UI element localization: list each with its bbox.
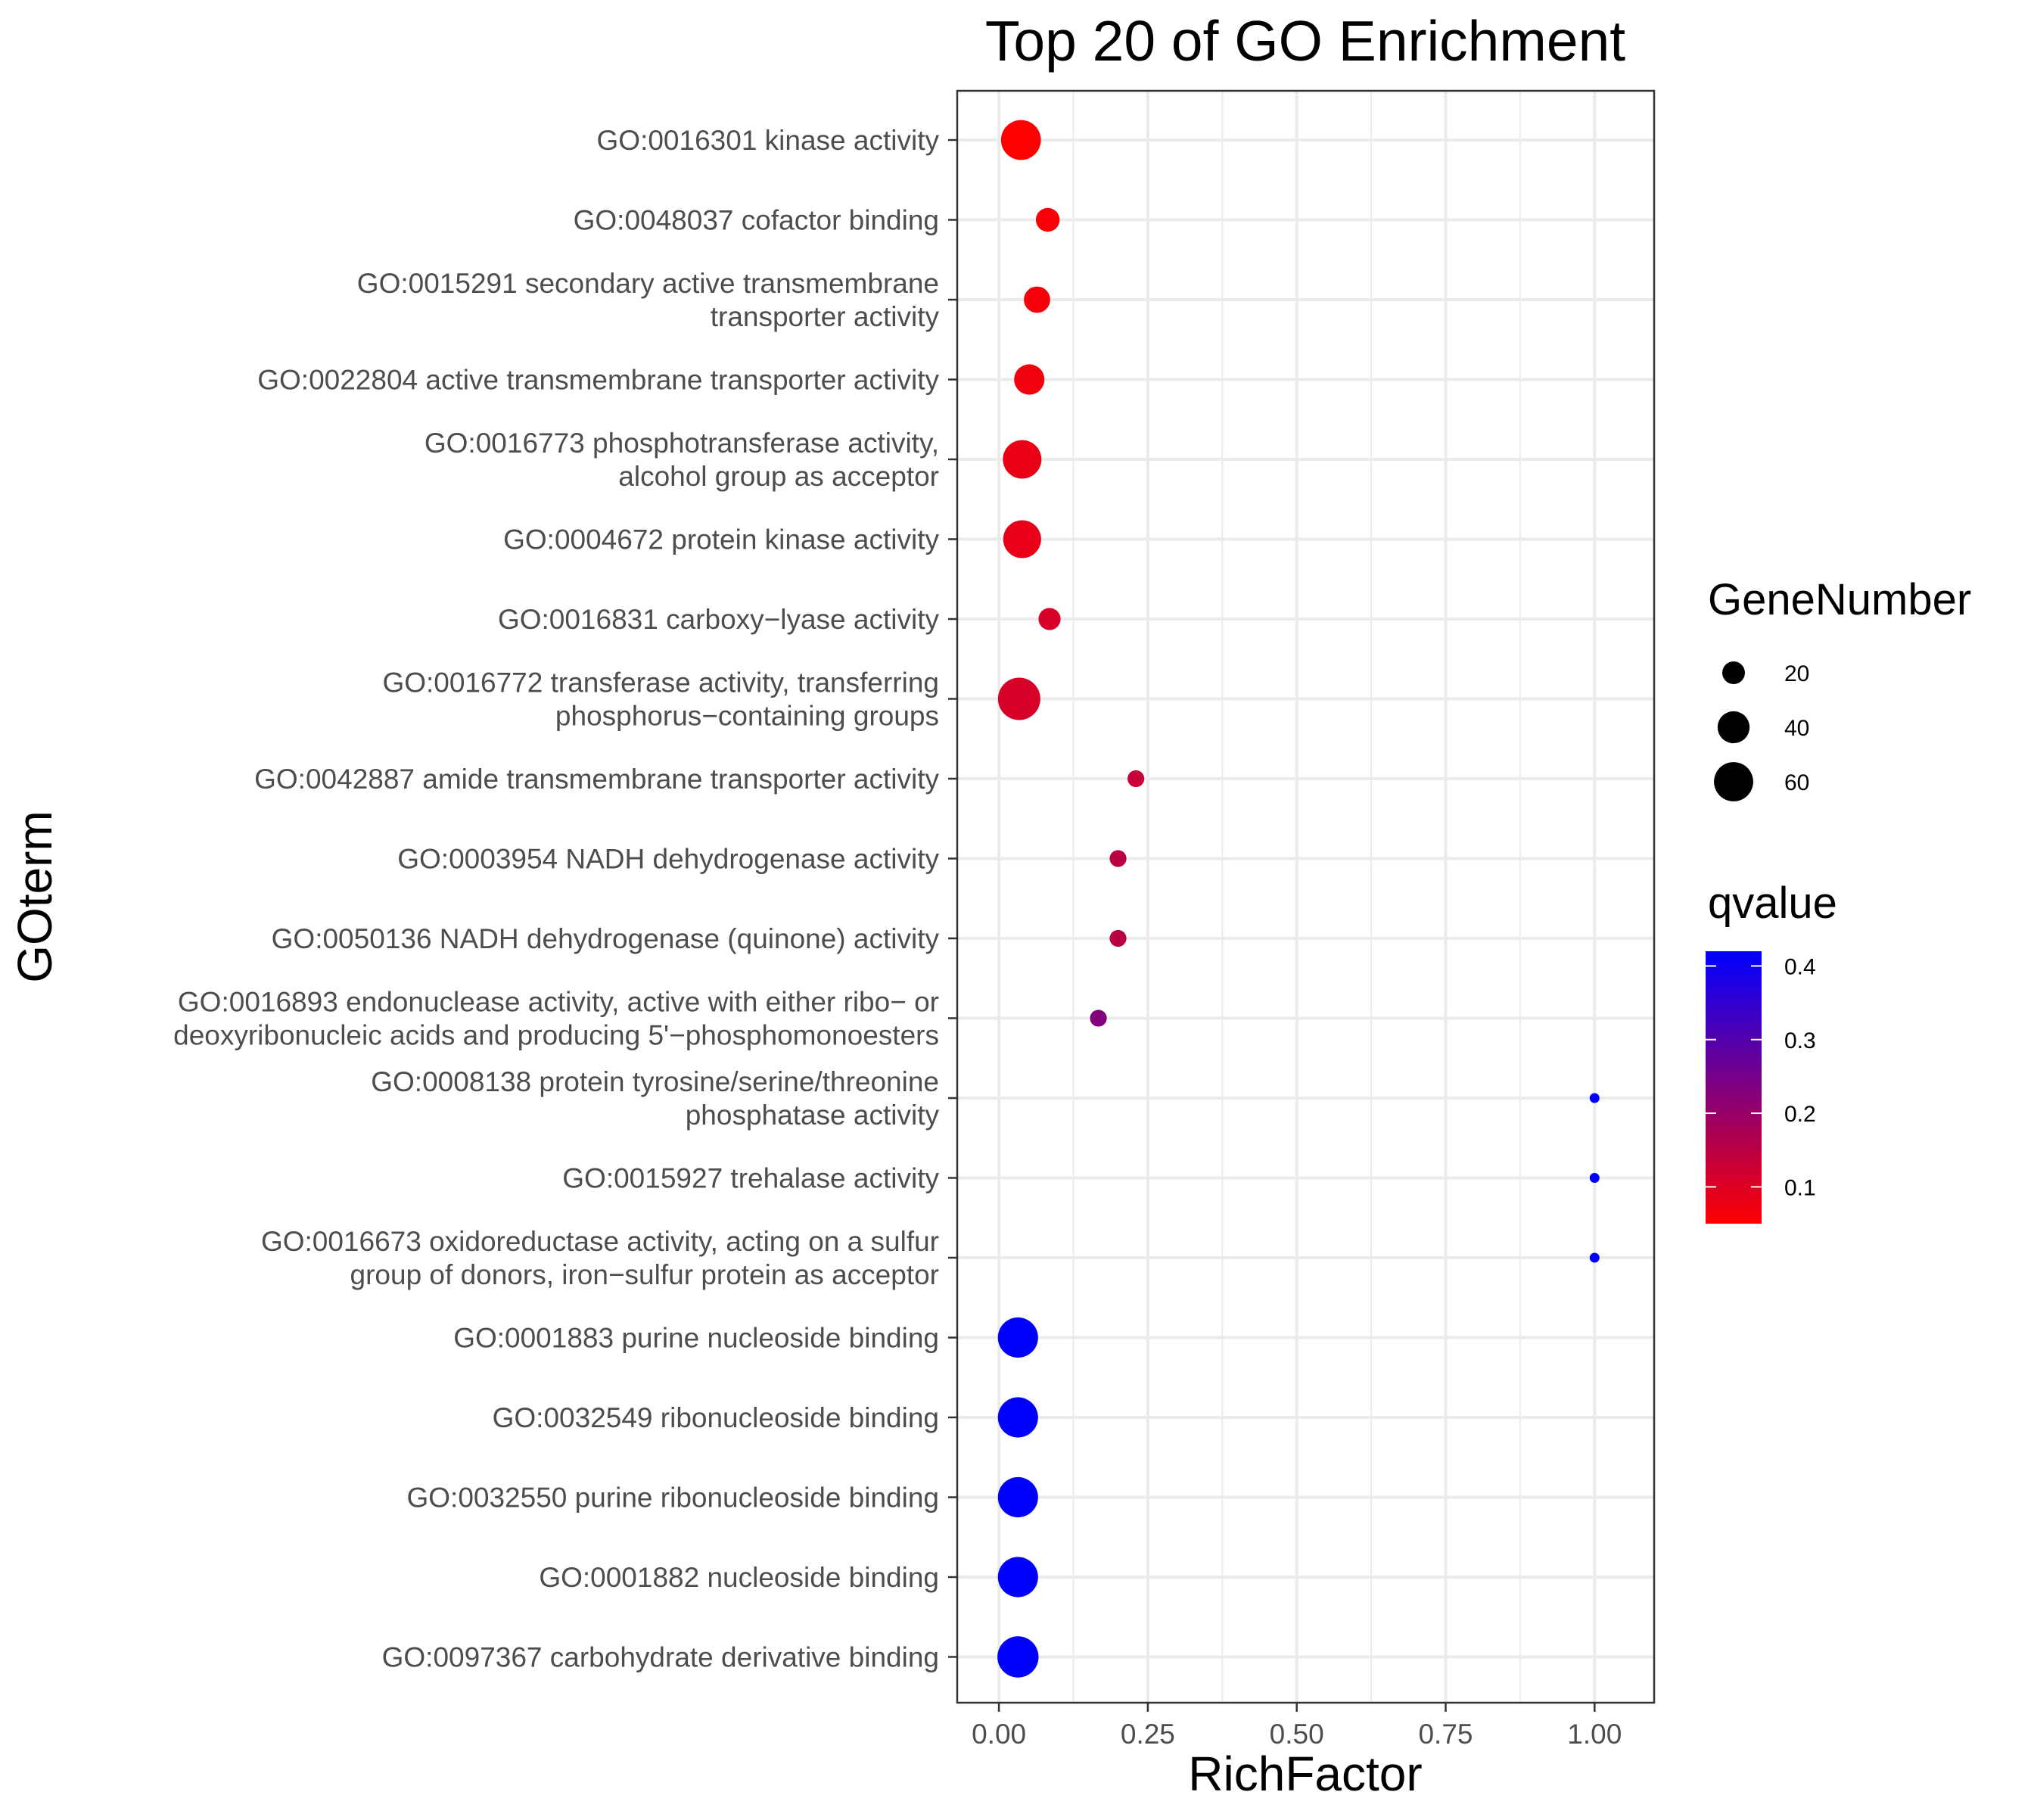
x-axis: 0.00 0.25 0.50 0.75 1.00	[972, 1703, 1622, 1750]
y-tick-label: GO:0032549 ribonucleoside binding	[493, 1402, 939, 1433]
y-tick-label: GO:0048037 cofactor binding	[574, 205, 939, 236]
data-point	[1024, 286, 1050, 313]
data-point	[997, 1397, 1038, 1438]
data-point	[997, 677, 1040, 720]
panel-border	[956, 89, 1656, 1704]
size-legend-label: 20	[1784, 661, 1809, 686]
y-tick-label: GO:0016301 kinase activity	[597, 125, 940, 156]
data-point	[1038, 608, 1061, 630]
size-legend-label: 60	[1784, 770, 1809, 795]
x-axis-title: RichFactor	[1188, 1747, 1422, 1801]
color-legend-label: 0.4	[1784, 954, 1816, 979]
size-legend-title: GeneNumber	[1708, 575, 1971, 624]
color-legend-title: qvalue	[1708, 879, 1837, 928]
x-tick-label: 0.00	[972, 1719, 1026, 1750]
data-point	[997, 1557, 1038, 1598]
x-tick-label: 1.00	[1567, 1719, 1622, 1750]
data-point	[1109, 929, 1127, 947]
chart-title: Top 20 of GO Enrichment	[985, 9, 1625, 73]
data-point	[1589, 1173, 1600, 1183]
data-point	[1127, 770, 1145, 788]
y-tick-label: GO:0016772 transferase activity, transfe…	[382, 667, 939, 732]
y-tick-label: GO:0097367 carbohydrate derivative bindi…	[382, 1642, 939, 1673]
data-point	[1109, 850, 1127, 867]
y-tick-label: GO:0008138 protein tyrosine/serine/threo…	[371, 1066, 939, 1131]
y-tick-label: GO:0004672 protein kinase activity	[503, 524, 939, 555]
plot-panel	[956, 89, 1656, 1704]
data-point	[997, 1476, 1038, 1518]
color-legend-label: 0.3	[1784, 1028, 1816, 1053]
x-tick-label: 0.25	[1121, 1719, 1175, 1750]
x-tick-label: 0.75	[1418, 1719, 1473, 1750]
y-tick-label: GO:0016893 endonuclease activity, active…	[173, 987, 939, 1051]
size-legend-key	[1717, 711, 1750, 744]
data-point	[1589, 1093, 1600, 1103]
y-tick-label: GO:0032550 purine ribonucleoside binding	[406, 1482, 939, 1514]
color-legend-bar	[1706, 951, 1762, 1224]
y-tick-label: GO:0001883 purine nucleoside binding	[453, 1323, 939, 1354]
y-tick-label: GO:0022804 active transmembrane transpor…	[257, 365, 939, 396]
y-axis-title: GOterm	[8, 810, 62, 983]
size-legend-label: 40	[1784, 716, 1809, 741]
color-legend-label: 0.1	[1784, 1175, 1816, 1200]
data-point	[1090, 1010, 1107, 1027]
y-tick-label: GO:0015927 trehalase activity	[562, 1163, 939, 1194]
data-point	[1003, 520, 1041, 558]
x-tick-label: 0.50	[1270, 1719, 1324, 1750]
size-legend-key	[1722, 661, 1745, 684]
data-point	[1014, 364, 1045, 395]
data-point	[997, 1317, 1038, 1358]
data-point	[1589, 1252, 1600, 1263]
data-point	[997, 1636, 1039, 1678]
y-tick-label: GO:0016673 oxidoreductase activity, acti…	[261, 1226, 939, 1290]
data-point	[1035, 207, 1060, 232]
data-point	[1000, 120, 1041, 160]
size-legend-key	[1714, 762, 1753, 801]
y-axis: GO:0016301 kinase activity GO:0048037 cof…	[173, 125, 957, 1673]
data-point	[1003, 440, 1042, 479]
color-legend: 0.1 0.2 0.3 0.4	[1706, 954, 1816, 1200]
y-tick-label: GO:0016831 carboxy−lyase activity	[498, 604, 940, 635]
y-tick-label: GO:0042887 amide transmembrane transport…	[254, 764, 939, 795]
color-legend-label: 0.2	[1784, 1102, 1816, 1127]
y-tick-label: GO:0001882 nucleoside binding	[539, 1562, 939, 1593]
y-tick-label: GO:0016773 phosphotransferase activity, a…	[425, 428, 939, 492]
size-legend: 20 40 60	[1714, 661, 1809, 801]
y-tick-label: GO:0015291 secondary active transmembran…	[357, 268, 940, 332]
y-tick-label: GO:0050136 NADH dehydrogenase (quinone) …	[272, 923, 940, 954]
y-tick-label: GO:0003954 NADH dehydrogenase activity	[397, 844, 939, 875]
